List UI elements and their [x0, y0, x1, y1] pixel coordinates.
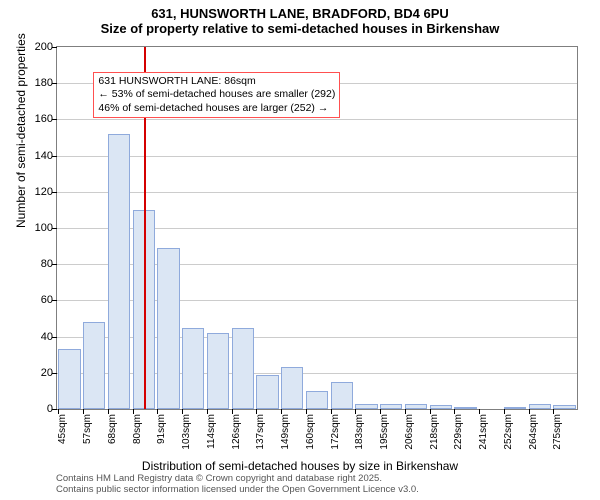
callout-line: 46% of semi-detached houses are larger (… [98, 102, 335, 115]
gridline [57, 156, 577, 157]
histogram-bar [331, 382, 353, 409]
callout-box: 631 HUNSWORTH LANE: 86sqm← 53% of semi-d… [93, 72, 340, 117]
histogram-bar [182, 328, 204, 409]
xtick-label: 160sqm [305, 414, 316, 450]
xtick-label: 229sqm [453, 414, 464, 450]
histogram-plot-area: 631 HUNSWORTH LANE: 86sqm← 53% of semi-d… [56, 46, 578, 410]
ytick-label: 100 [35, 222, 53, 234]
histogram-bar [529, 404, 551, 409]
ytick-label: 160 [35, 113, 53, 125]
callout-line: ← 53% of semi-detached houses are smalle… [98, 88, 335, 101]
gridline [57, 192, 577, 193]
xtick-label: 45sqm [57, 414, 68, 444]
xtick-label: 57sqm [82, 414, 93, 444]
histogram-bar [207, 333, 229, 409]
ytick-label: 80 [41, 258, 53, 270]
histogram-bar [405, 404, 427, 409]
xtick-label: 80sqm [132, 414, 143, 444]
x-axis-label: Distribution of semi-detached houses by … [0, 459, 600, 473]
histogram-bar [83, 322, 105, 409]
xtick-label: 103sqm [181, 414, 192, 450]
histogram-bar [108, 134, 130, 409]
chart-title-block: 631, HUNSWORTH LANE, BRADFORD, BD4 6PU S… [0, 0, 600, 36]
histogram-bar [306, 391, 328, 409]
xtick-label: 91sqm [156, 414, 167, 444]
xtick-label: 241sqm [478, 414, 489, 450]
histogram-bar [281, 367, 303, 409]
histogram-bar [232, 328, 254, 409]
ytick-label: 0 [47, 403, 53, 415]
xtick-label: 149sqm [280, 414, 291, 450]
ytick-label: 180 [35, 77, 53, 89]
xtick-label: 68sqm [107, 414, 118, 444]
plot-layer: 631 HUNSWORTH LANE: 86sqm← 53% of semi-d… [57, 47, 577, 409]
footer-line-2: Contains public sector information licen… [56, 485, 419, 496]
attribution-footer: Contains HM Land Registry data © Crown c… [56, 474, 419, 496]
histogram-bar [58, 349, 80, 409]
histogram-bar [504, 407, 526, 409]
ytick-label: 40 [41, 331, 53, 343]
title-line-1: 631, HUNSWORTH LANE, BRADFORD, BD4 6PU [0, 6, 600, 21]
ytick-label: 60 [41, 294, 53, 306]
y-axis-label: Number of semi-detached properties [14, 33, 28, 228]
ytick-label: 20 [41, 367, 53, 379]
xtick-label: 206sqm [404, 414, 415, 450]
histogram-bar [157, 248, 179, 409]
histogram-bar [380, 404, 402, 409]
histogram-bar [355, 404, 377, 409]
xtick-label: 195sqm [379, 414, 390, 450]
xtick-label: 126sqm [231, 414, 242, 450]
xtick-label: 275sqm [552, 414, 563, 450]
callout-line: 631 HUNSWORTH LANE: 86sqm [98, 75, 335, 88]
gridline [57, 119, 577, 120]
ytick-label: 200 [35, 41, 53, 53]
histogram-bar [256, 375, 278, 409]
histogram-bar [430, 405, 452, 409]
xtick-label: 183sqm [354, 414, 365, 450]
ytick-label: 120 [35, 186, 53, 198]
histogram-bar [454, 407, 476, 409]
xtick-label: 252sqm [503, 414, 514, 450]
xtick-label: 114sqm [206, 414, 217, 449]
xtick-label: 264sqm [528, 414, 539, 450]
ytick-label: 140 [35, 150, 53, 162]
title-line-2: Size of property relative to semi-detach… [0, 21, 600, 36]
xtick-label: 172sqm [330, 414, 341, 450]
xtick-label: 137sqm [255, 414, 266, 450]
histogram-bar [553, 405, 575, 409]
xtick-label: 218sqm [429, 414, 440, 450]
